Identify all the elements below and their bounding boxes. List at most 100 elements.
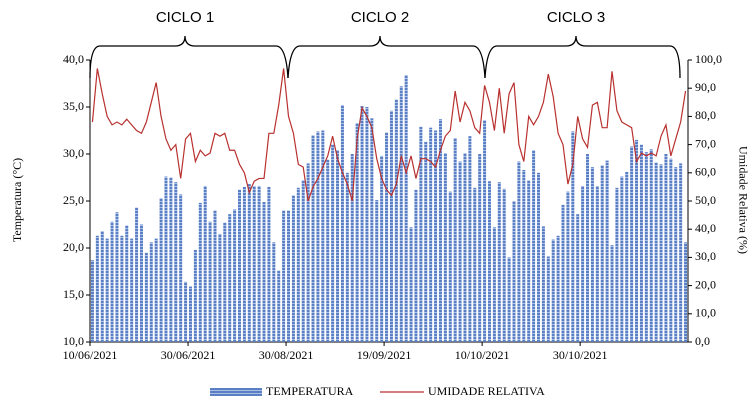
cycle-brace	[287, 35, 486, 79]
bar	[174, 182, 178, 342]
y2-tick-label: 20,0	[695, 277, 716, 291]
x-tick-label: 30/10/2021	[553, 348, 608, 362]
bar	[188, 286, 192, 342]
bar	[394, 99, 398, 342]
bar	[556, 235, 560, 342]
y2-axis-title: Umidade Relativa (%)	[736, 146, 750, 254]
bar	[483, 120, 487, 342]
x-tick-label: 30/06/2021	[161, 348, 216, 362]
bar	[282, 210, 286, 342]
bar	[203, 185, 207, 342]
bar	[164, 176, 168, 342]
bar	[218, 233, 222, 342]
bar	[90, 260, 94, 342]
bar	[595, 185, 599, 342]
cycle-brace	[484, 35, 681, 79]
bar	[654, 162, 658, 342]
bar	[105, 238, 109, 342]
y-tick-label: 40,0	[63, 52, 84, 66]
bar	[537, 172, 540, 342]
bar	[233, 209, 237, 342]
x-tick-label: 19/09/2021	[357, 348, 412, 362]
bar	[443, 153, 447, 342]
bar	[287, 210, 291, 342]
bar	[448, 191, 452, 342]
bar	[527, 180, 531, 342]
bar	[238, 189, 241, 342]
y2-tick-label: 70,0	[695, 136, 716, 150]
bar	[135, 207, 139, 342]
bar	[478, 154, 482, 342]
bar	[336, 150, 340, 342]
bar	[399, 86, 403, 342]
bar	[571, 131, 575, 342]
bar	[267, 186, 271, 342]
y-tick-label: 30,0	[63, 146, 84, 160]
bar	[561, 204, 565, 342]
bar	[419, 126, 423, 343]
bar	[522, 169, 526, 342]
bar	[321, 130, 325, 342]
bar	[100, 231, 104, 342]
bar	[144, 252, 148, 342]
bar	[360, 106, 364, 342]
legend-swatch	[210, 388, 262, 396]
bar	[247, 184, 251, 342]
bar	[409, 227, 413, 342]
cycle-label: CICLO 2	[351, 9, 409, 26]
bar	[198, 202, 202, 342]
bar	[438, 119, 442, 342]
y2-tick-label: 60,0	[695, 165, 716, 179]
bar	[473, 187, 477, 342]
y-tick-label: 10,0	[63, 334, 84, 348]
y2-tick-label: 100,0	[695, 52, 722, 66]
bar	[625, 171, 629, 342]
bar	[213, 210, 217, 342]
bar	[257, 185, 261, 342]
y-axis-title: Temperatura (°C)	[10, 158, 24, 242]
bar	[370, 118, 374, 342]
bar	[487, 181, 491, 342]
bar	[169, 177, 173, 342]
bar	[223, 222, 227, 342]
bar	[277, 270, 281, 342]
bar	[355, 122, 359, 342]
bar	[546, 256, 550, 342]
bar	[125, 225, 129, 342]
bar	[497, 182, 501, 342]
bar	[301, 180, 305, 342]
bar	[340, 105, 344, 343]
bar	[95, 235, 99, 342]
bar	[272, 242, 276, 342]
x-tick-label: 10/10/2021	[455, 348, 510, 362]
bar	[512, 201, 516, 342]
bar	[414, 189, 418, 342]
bar	[389, 110, 393, 342]
bar	[154, 238, 158, 342]
bar	[600, 165, 604, 342]
y-tick-label: 25,0	[63, 193, 84, 207]
bar	[345, 172, 349, 342]
y-tick-label: 15,0	[63, 287, 84, 301]
bar	[184, 281, 188, 342]
bar	[375, 200, 379, 342]
y2-tick-label: 0,0	[695, 334, 710, 348]
bar	[586, 154, 590, 342]
cycle-label: CICLO 1	[156, 9, 214, 26]
bar	[350, 154, 354, 342]
bar	[139, 224, 143, 342]
bar	[674, 167, 678, 342]
bar	[649, 149, 653, 342]
bar	[193, 249, 197, 342]
bar	[179, 194, 183, 342]
bar	[252, 185, 256, 342]
bar	[590, 167, 594, 342]
bar	[615, 187, 619, 342]
y-tick-label: 20,0	[63, 240, 84, 254]
bar	[130, 238, 134, 342]
y-tick-label: 35,0	[63, 99, 84, 113]
bar	[644, 152, 648, 342]
legend-label: TEMPERATURA	[266, 384, 354, 398]
x-tick-label: 30/08/2021	[259, 348, 314, 362]
